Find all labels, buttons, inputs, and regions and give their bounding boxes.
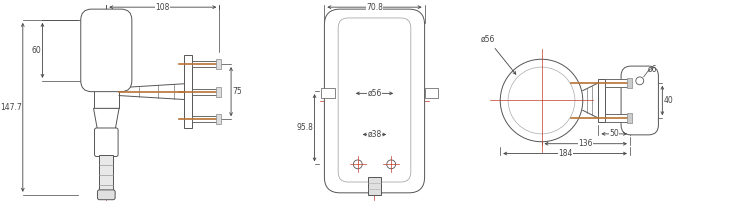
Circle shape bbox=[387, 160, 396, 169]
Bar bbox=[192, 116, 220, 122]
Bar bbox=[99, 155, 113, 195]
Polygon shape bbox=[94, 108, 119, 130]
Text: 50: 50 bbox=[609, 129, 619, 138]
Text: 184: 184 bbox=[558, 149, 572, 158]
Bar bbox=[192, 61, 220, 67]
FancyBboxPatch shape bbox=[324, 9, 425, 193]
Text: 40: 40 bbox=[663, 96, 673, 105]
Text: 60: 60 bbox=[32, 46, 41, 55]
Bar bbox=[605, 79, 630, 87]
Bar bbox=[192, 89, 220, 95]
Bar bbox=[184, 55, 192, 128]
Bar bbox=[217, 114, 221, 124]
Bar bbox=[94, 76, 119, 108]
Text: 147.7: 147.7 bbox=[0, 103, 22, 112]
Bar bbox=[217, 87, 221, 97]
Text: 108: 108 bbox=[156, 3, 170, 12]
Text: 95.8: 95.8 bbox=[297, 123, 313, 132]
Circle shape bbox=[353, 160, 362, 169]
Circle shape bbox=[500, 59, 583, 142]
Bar bbox=[368, 177, 381, 195]
Circle shape bbox=[508, 67, 575, 134]
Circle shape bbox=[636, 77, 643, 85]
FancyBboxPatch shape bbox=[97, 190, 115, 200]
Bar bbox=[217, 59, 221, 69]
FancyBboxPatch shape bbox=[338, 18, 411, 182]
FancyBboxPatch shape bbox=[81, 9, 132, 92]
Bar bbox=[321, 89, 335, 98]
Text: ø56: ø56 bbox=[481, 34, 516, 74]
Bar bbox=[627, 78, 632, 88]
Bar bbox=[598, 79, 605, 122]
Bar bbox=[627, 113, 632, 123]
FancyBboxPatch shape bbox=[94, 128, 118, 157]
Bar bbox=[605, 114, 630, 122]
Text: ø38: ø38 bbox=[367, 130, 382, 139]
FancyBboxPatch shape bbox=[621, 66, 658, 135]
Text: 70.8: 70.8 bbox=[366, 3, 383, 12]
Text: ø56: ø56 bbox=[367, 89, 382, 98]
Text: 75: 75 bbox=[232, 87, 242, 96]
Text: ø6: ø6 bbox=[648, 65, 657, 73]
Bar bbox=[425, 89, 439, 98]
Text: 136: 136 bbox=[579, 139, 593, 148]
